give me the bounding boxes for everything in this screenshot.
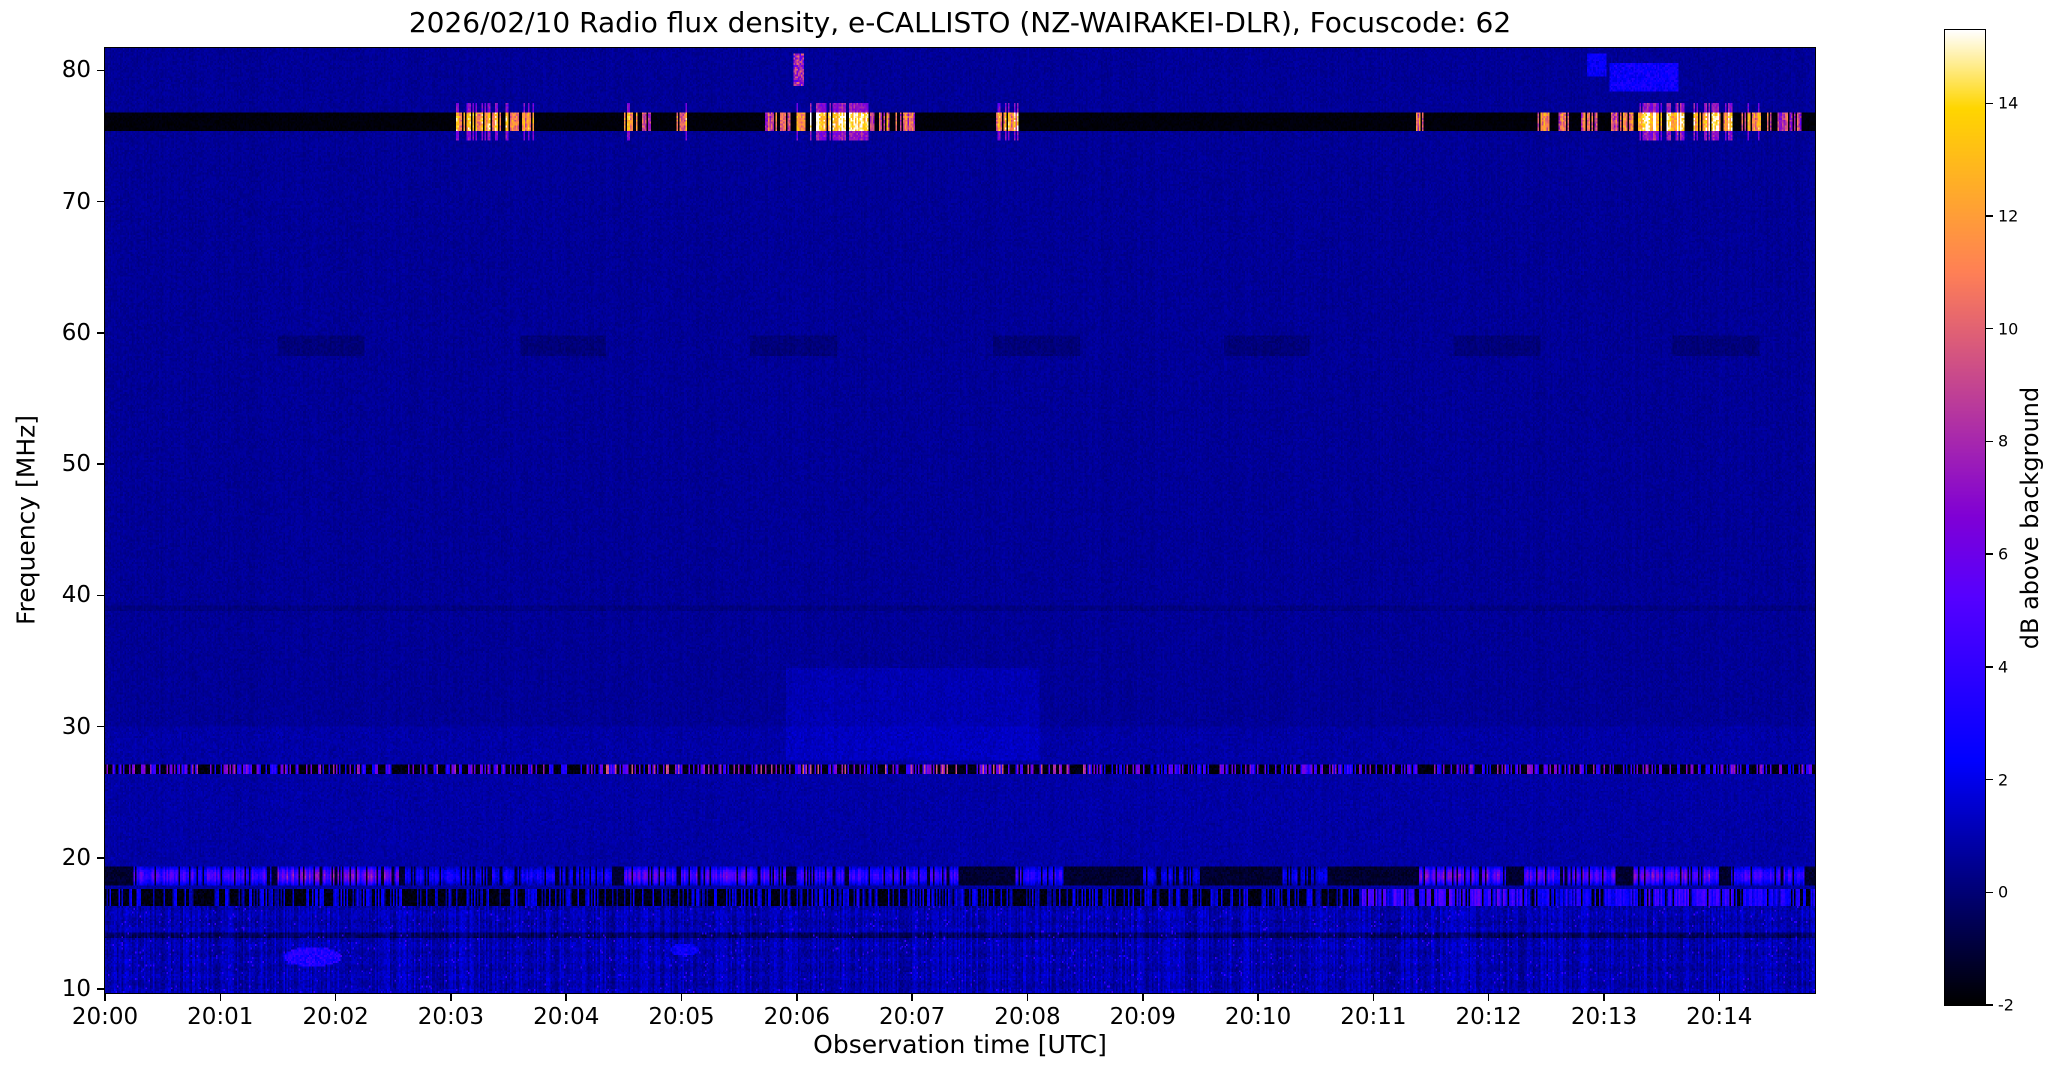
x-tick-label: 20:07 (878, 1004, 946, 1030)
colorbar-label: dB above background (2016, 386, 2044, 650)
y-tick (97, 463, 105, 465)
colorbar-tick-label: 6 (1998, 544, 2009, 564)
x-axis-label: Observation time [UTC] (813, 1030, 1107, 1059)
y-tick (97, 69, 105, 72)
x-tick-label: 20:01 (187, 1004, 254, 1030)
colorbar-tick-label: 10 (1998, 319, 2019, 339)
x-tick-label: 20:09 (1109, 1004, 1176, 1030)
plot-title: 2026/02/10 Radio flux density, e-CALLIST… (408, 6, 1512, 39)
colorbar-tick-label: 0 (1998, 882, 2009, 902)
colorbar-gradient (1945, 30, 1985, 1005)
colorbar-tick (1986, 666, 1993, 668)
x-tick-label: 20:14 (1686, 1004, 1753, 1030)
x-tick-label: 20:06 (763, 1004, 830, 1030)
y-tick (97, 725, 105, 728)
x-tick (911, 993, 913, 1001)
colorbar-tick (1986, 778, 1993, 781)
x-tick-label: 20:08 (994, 1004, 1061, 1030)
x-tick (796, 993, 798, 1001)
colorbar-tick-label: 8 (1998, 431, 2009, 451)
x-tick-label: 20:05 (648, 1004, 715, 1030)
x-tick (1142, 993, 1144, 1001)
colorbar-tick (1986, 553, 1993, 555)
y-tick-label: 40 (61, 582, 91, 609)
colorbar-tick (1986, 102, 1993, 105)
y-tick (97, 332, 105, 334)
colorbar-tick (1986, 891, 1993, 894)
colorbar-tick (1986, 1004, 1993, 1006)
y-tick-label: 30 (61, 713, 91, 740)
x-tick (104, 993, 106, 1001)
x-tick (450, 993, 452, 1001)
colorbar-tick (1986, 327, 1993, 330)
x-tick (1487, 993, 1490, 1001)
x-tick (565, 993, 567, 1001)
x-tick (680, 993, 683, 1001)
y-tick (97, 200, 105, 203)
x-tick (1603, 993, 1605, 1001)
x-tick-label: 20:04 (533, 1004, 600, 1030)
y-tick-label: 70 (61, 188, 91, 215)
y-tick-label: 10 (61, 976, 91, 1003)
y-tick-label: 60 (61, 319, 91, 346)
y-tick-label: 20 (61, 844, 91, 871)
x-tick (1718, 993, 1721, 1001)
y-tick-label: 80 (61, 57, 91, 84)
colorbar-tick (1986, 215, 1993, 217)
x-tick-label: 20:02 (302, 1004, 369, 1030)
x-tick (219, 993, 222, 1001)
colorbar-tick-label: 2 (1998, 770, 2009, 790)
x-tick-label: 20:11 (1340, 1004, 1407, 1030)
x-tick (334, 993, 337, 1001)
y-tick (97, 857, 105, 859)
y-axis-label: Frequency [MHz] (11, 414, 41, 626)
colorbar-tick-label: 4 (1998, 657, 2009, 677)
x-tick (1026, 993, 1029, 1001)
x-tick (1372, 993, 1375, 1001)
colorbar-tick (1986, 440, 1993, 443)
x-tick-label: 20:12 (1455, 1004, 1522, 1030)
colorbar-tick-label: 14 (1998, 93, 2019, 113)
colorbar-tick-label: -2 (1998, 995, 2014, 1015)
x-tick (1257, 993, 1259, 1001)
x-tick-label: 20:10 (1224, 1004, 1292, 1030)
x-tick-label: 20:00 (71, 1004, 139, 1030)
x-tick-label: 20:03 (417, 1004, 485, 1030)
y-tick-label: 50 (61, 451, 91, 478)
x-tick-label: 20:13 (1570, 1004, 1638, 1030)
y-tick (97, 988, 105, 990)
colorbar-tick-label: 12 (1998, 206, 2019, 226)
spectrogram-canvas (105, 48, 1815, 993)
y-tick (97, 594, 105, 597)
